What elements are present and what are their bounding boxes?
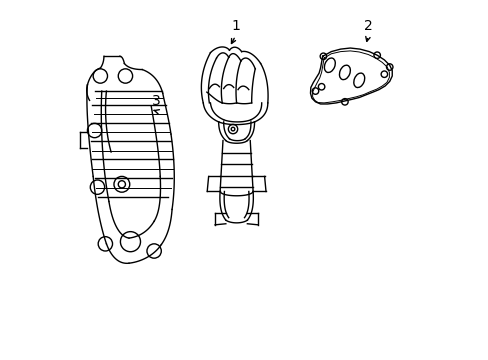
Text: 3: 3 bbox=[152, 94, 161, 108]
Text: 2: 2 bbox=[363, 19, 372, 33]
Text: 1: 1 bbox=[231, 19, 240, 33]
